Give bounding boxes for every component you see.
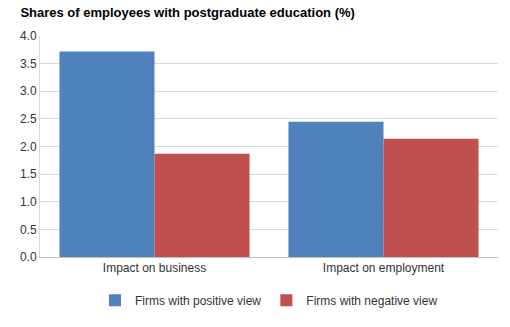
svg-text:0.0: 0.0 xyxy=(20,250,37,264)
svg-text:0.5: 0.5 xyxy=(20,223,37,237)
svg-text:1.5: 1.5 xyxy=(20,167,37,181)
svg-text:2.5: 2.5 xyxy=(20,112,37,126)
svg-text:Impact on employment: Impact on employment xyxy=(323,261,445,275)
svg-text:3.5: 3.5 xyxy=(20,57,37,71)
svg-text:1.0: 1.0 xyxy=(20,195,37,209)
svg-text:3.0: 3.0 xyxy=(20,84,37,98)
svg-text:Impact on business: Impact on business xyxy=(103,261,206,275)
svg-text:Firms with negative view: Firms with negative view xyxy=(306,294,437,308)
svg-text:Shares of employees with postg: Shares of employees with postgraduate ed… xyxy=(20,5,354,20)
svg-text:4.0: 4.0 xyxy=(20,29,37,43)
svg-text:2.0: 2.0 xyxy=(20,140,37,154)
svg-text:Firms with positive view: Firms with positive view xyxy=(135,294,261,308)
